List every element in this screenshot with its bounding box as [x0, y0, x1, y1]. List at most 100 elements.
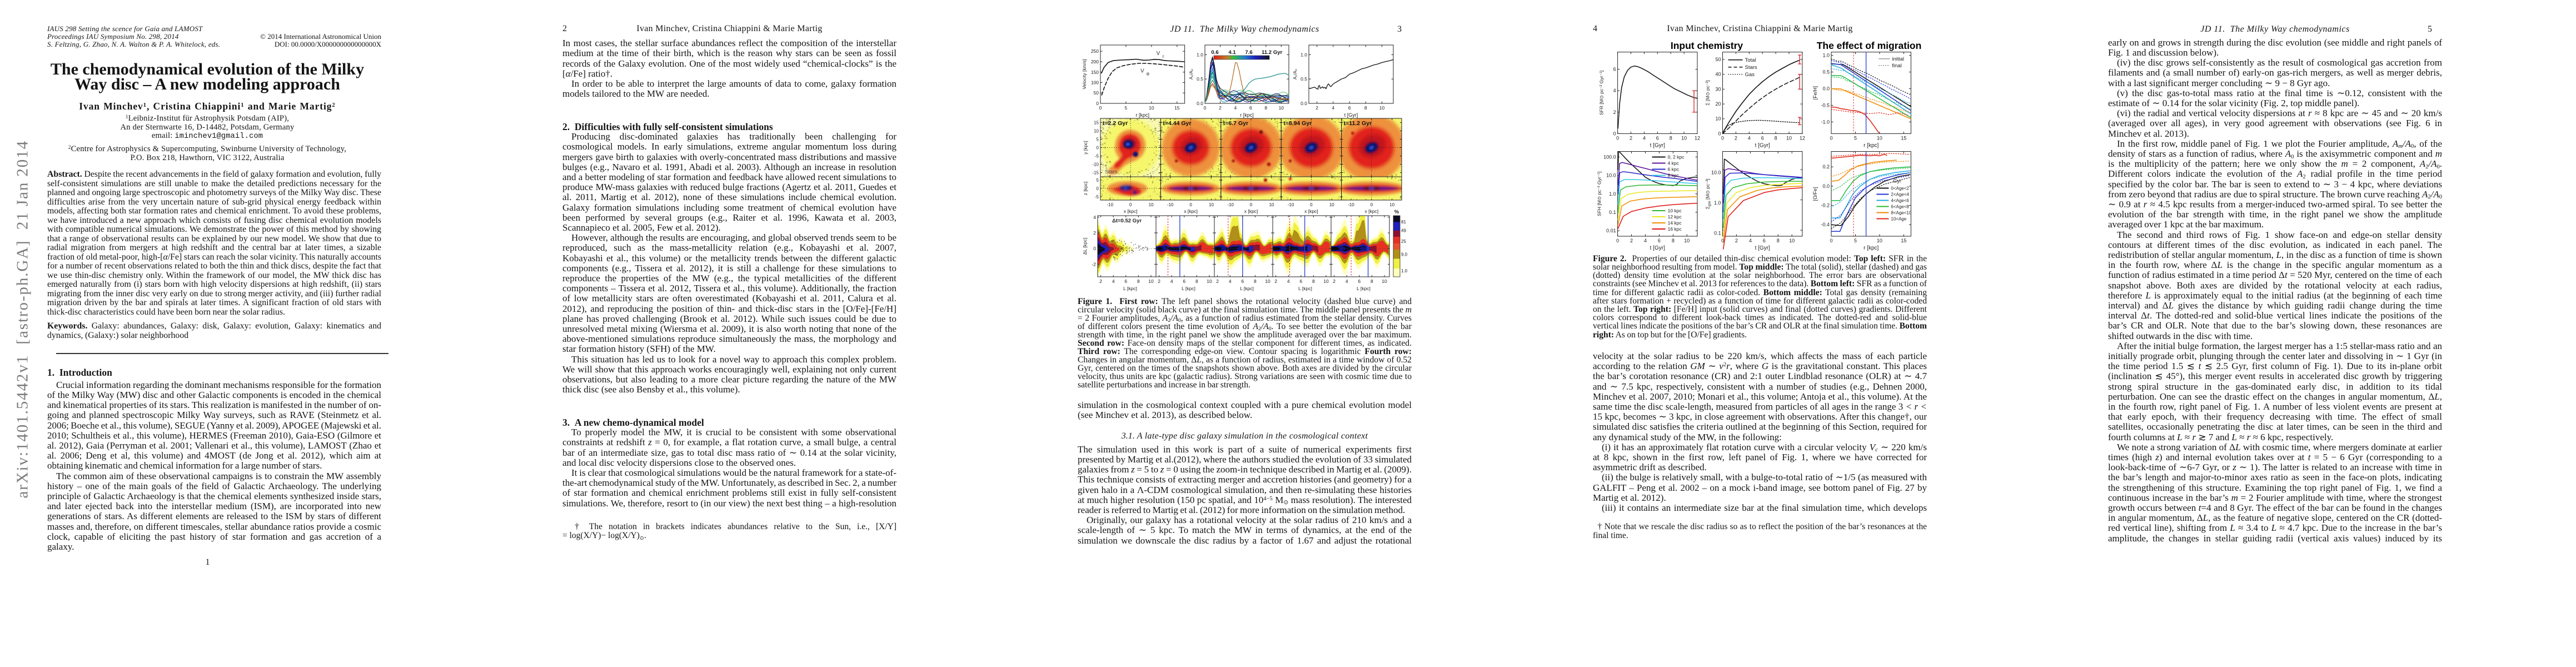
svg-text:6<Age<8: 6<Age<8 — [1891, 205, 1909, 210]
svg-text:0: 0 — [1097, 146, 1099, 151]
svg-text:0: 0 — [1616, 135, 1619, 141]
svg-text:L [kpc]: L [kpc] — [1123, 286, 1137, 291]
svg-text:y [kpc]: y [kpc] — [1083, 141, 1088, 155]
svg-text:4: 4 — [1093, 215, 1096, 220]
svg-text:5: 5 — [1854, 135, 1857, 141]
svg-text:4: 4 — [1346, 278, 1348, 284]
svg-text:Input chemistry: Input chemistry — [1671, 40, 1743, 51]
svg-text:t [Gyr]: t [Gyr] — [1650, 245, 1665, 251]
svg-text:10: 10 — [1382, 278, 1387, 284]
svg-text:L [kpc]: L [kpc] — [1182, 286, 1195, 291]
svg-text:4: 4 — [1234, 105, 1237, 111]
svg-text:4<Age<6: 4<Age<6 — [1891, 198, 1909, 203]
svg-text:t=4.44 Gyr: t=4.44 Gyr — [1163, 120, 1191, 127]
svg-text:4: 4 — [1749, 238, 1752, 243]
svg-text:5: 5 — [1125, 105, 1128, 111]
svg-text:50: 50 — [1715, 57, 1721, 62]
svg-text:10: 10 — [1379, 105, 1385, 111]
svg-text:L [kpc]: L [kpc] — [1357, 286, 1371, 291]
svg-text:-0.4: -0.4 — [1821, 222, 1830, 227]
svg-text:-10: -10 — [1167, 202, 1174, 207]
svg-text:0.1: 0.1 — [1609, 210, 1616, 215]
svg-text:2: 2 — [1613, 109, 1616, 115]
svg-text:1.0: 1.0 — [1301, 52, 1307, 58]
svg-text:10: 10 — [1789, 238, 1795, 243]
svg-text:0: 0 — [1099, 105, 1102, 111]
svg-text:6: 6 — [1613, 67, 1616, 72]
svg-text:0.01: 0.01 — [1606, 228, 1616, 233]
svg-text:c: c — [1162, 55, 1164, 59]
svg-text:6: 6 — [1299, 278, 1302, 284]
svg-text:30: 30 — [1715, 86, 1721, 92]
svg-text:8: 8 — [1254, 278, 1257, 284]
svg-text:-5: -5 — [1095, 154, 1099, 159]
svg-text:z [kpc]: z [kpc] — [1083, 182, 1088, 196]
svg-text:2<Age<4: 2<Age<4 — [1891, 192, 1909, 197]
svg-text:4: 4 — [1748, 135, 1751, 141]
svg-text:0: 0 — [1250, 202, 1253, 207]
svg-text:-10: -10 — [1227, 202, 1234, 207]
svg-text:8 kpc: 8 kpc — [1668, 173, 1680, 178]
svg-text:20: 20 — [1715, 101, 1721, 107]
svg-text:6: 6 — [1358, 278, 1361, 284]
svg-text:-5: -5 — [1095, 195, 1099, 200]
svg-text:0: 0 — [1096, 101, 1099, 106]
svg-text:t=2.2 Gyr: t=2.2 Gyr — [1103, 120, 1128, 127]
svg-text:10: 10 — [1148, 278, 1154, 284]
svg-text:0: 0 — [1093, 246, 1096, 251]
svg-text:Gyr: Gyr — [1893, 178, 1901, 184]
svg-text:2: 2 — [1735, 135, 1737, 141]
svg-text:10: 10 — [1209, 202, 1214, 207]
svg-text:0: 0 — [1371, 202, 1373, 207]
svg-text:8: 8 — [1371, 278, 1373, 284]
svg-text:10: 10 — [1684, 238, 1690, 243]
svg-text:1.0: 1.0 — [1197, 52, 1203, 58]
svg-text:8: 8 — [1672, 238, 1675, 243]
svg-text:0.5: 0.5 — [1822, 69, 1830, 75]
svg-text:0<Age<2: 0<Age<2 — [1891, 186, 1909, 191]
svg-text:0.0: 0.0 — [1301, 101, 1307, 106]
svg-text:0: 0 — [1613, 131, 1616, 136]
svg-text:10: 10 — [1389, 202, 1394, 207]
svg-text:8: 8 — [1195, 278, 1198, 284]
svg-text:final: final — [1892, 63, 1901, 69]
svg-text:81: 81 — [1401, 220, 1406, 225]
svg-text:0.5: 0.5 — [1197, 76, 1203, 82]
svg-text:2: 2 — [1219, 105, 1222, 111]
svg-text:-10: -10 — [1092, 162, 1099, 167]
svg-text:%: % — [1394, 209, 1399, 215]
svg-text:Total: Total — [1745, 57, 1756, 63]
svg-text:-10: -10 — [1348, 202, 1354, 207]
svg-text:10<Age: 10<Age — [1891, 217, 1906, 222]
svg-text:0: 0 — [1721, 238, 1724, 243]
svg-text:10.0: 10.0 — [1711, 170, 1721, 176]
svg-text:1.0: 1.0 — [1714, 200, 1721, 206]
svg-text:4: 4 — [1613, 88, 1616, 93]
svg-text:-15: -15 — [1092, 171, 1099, 176]
svg-text:r [kpc]: r [kpc] — [1864, 142, 1879, 148]
svg-text:-0.2: -0.2 — [1821, 203, 1830, 208]
svg-text:8: 8 — [1137, 278, 1140, 284]
svg-text:0: 0 — [1204, 105, 1207, 111]
svg-text:ΔL [kpc]: ΔL [kpc] — [1082, 238, 1088, 255]
svg-text:10: 10 — [1877, 238, 1882, 243]
svg-text:0.0: 0.0 — [1822, 86, 1830, 92]
svg-text:r [kpc]: r [kpc] — [1240, 112, 1254, 118]
svg-text:40: 40 — [1715, 72, 1721, 77]
svg-text:10: 10 — [1786, 135, 1792, 141]
svg-text:Velocity [km/s]: Velocity [km/s] — [1082, 59, 1087, 89]
svg-text:-10: -10 — [1107, 202, 1114, 207]
svg-text:12: 12 — [1800, 135, 1805, 141]
svg-text:4: 4 — [1229, 278, 1232, 284]
svg-text:2: 2 — [1158, 278, 1160, 284]
svg-text:0: 0 — [1189, 202, 1192, 207]
svg-text:10: 10 — [1715, 116, 1721, 122]
svg-text:t=6.7 Gyr: t=6.7 Gyr — [1223, 120, 1248, 127]
svg-text:8: 8 — [1312, 278, 1315, 284]
svg-text:The effect of migration: The effect of migration — [1817, 40, 1922, 51]
svg-text:t [Gyr]: t [Gyr] — [1344, 112, 1358, 118]
svg-text:0.6: 0.6 — [1211, 49, 1218, 56]
svg-text:2: 2 — [1735, 238, 1738, 243]
svg-text:10 kpc: 10 kpc — [1668, 208, 1682, 213]
svg-text:16 kpc: 16 kpc — [1668, 226, 1682, 232]
